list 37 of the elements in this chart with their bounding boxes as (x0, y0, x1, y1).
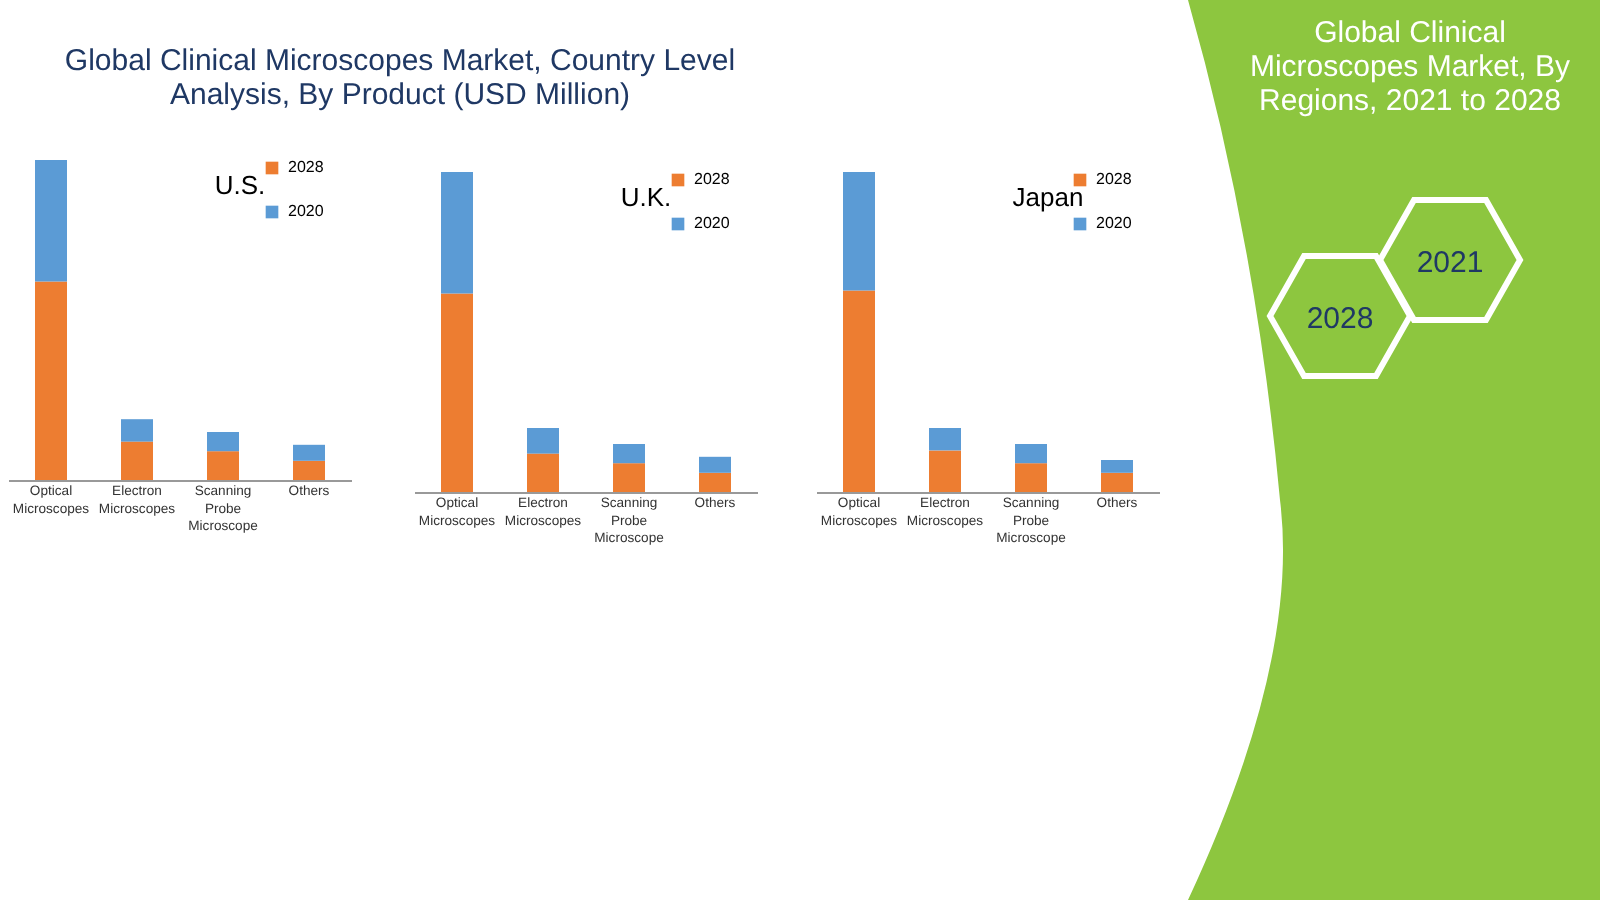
bar (527, 453, 559, 492)
bar (613, 444, 645, 464)
bar (613, 463, 645, 492)
text: Global Clinical Microscopes Market, Country Level Analysis, By Product (USD Million) (62, 44, 738, 112)
bar (1015, 444, 1047, 464)
chart-title: Japan (1012, 182, 1084, 212)
bar (929, 428, 961, 451)
bar (441, 293, 473, 492)
bar (1015, 463, 1047, 492)
legend-label: 2020 (288, 202, 325, 220)
bar (699, 456, 731, 473)
legend-label: 2028 (288, 158, 325, 176)
bar (207, 451, 239, 480)
bar (293, 460, 325, 480)
bar (441, 172, 473, 294)
bar (929, 450, 961, 492)
bar (293, 444, 325, 461)
chart-title: U.S. (214, 170, 266, 200)
text: 2028 (1306, 302, 1374, 336)
bar (35, 281, 67, 480)
bar (527, 428, 559, 454)
bar (1101, 460, 1133, 473)
text: 2021 (1416, 246, 1484, 280)
bar (1101, 472, 1133, 492)
chart-title: U.K. (620, 182, 672, 212)
bar (207, 432, 239, 452)
bar (699, 472, 731, 492)
bar (843, 172, 875, 291)
bar (121, 419, 153, 442)
legend-label: 2020 (1096, 214, 1133, 232)
text: Global Clinical Microscopes Market, By Regions, 2021 to 2028 (1247, 16, 1573, 118)
bar (121, 441, 153, 480)
legend-label: 2028 (694, 170, 731, 188)
bar (35, 160, 67, 282)
legend-label: 2028 (1096, 170, 1133, 188)
bar (843, 290, 875, 492)
legend-label: 2020 (694, 214, 731, 232)
